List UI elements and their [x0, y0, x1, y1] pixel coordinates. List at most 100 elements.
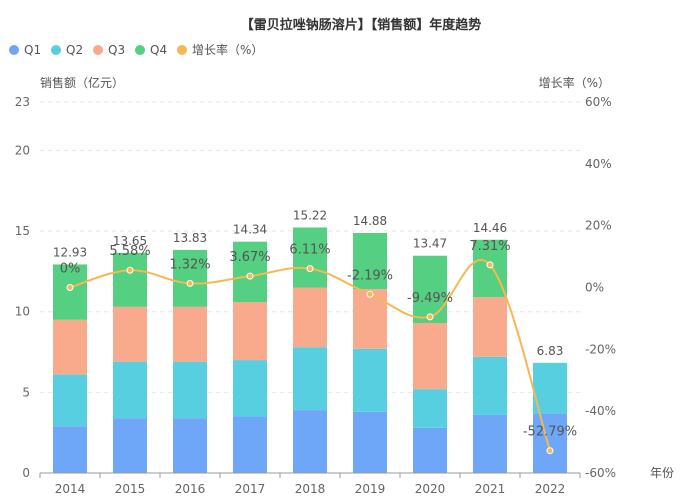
x-tick-label-2022: 2022: [535, 482, 566, 496]
x-tick-label-2015: 2015: [115, 482, 146, 496]
bar-q3-2021: [473, 297, 507, 357]
total-label-2017: 14.34: [233, 223, 267, 237]
bar-q1-2022: [533, 413, 567, 473]
growth-label-2017: 3.67%: [229, 250, 270, 265]
y2-tick-label-0: -60%: [585, 466, 616, 480]
bar-q4-2015: [113, 252, 147, 307]
legend-label-2: Q3: [108, 43, 125, 57]
growth-point-2021: [486, 261, 494, 269]
growth-label-2022: -52.79%: [523, 425, 577, 440]
total-label-2015: 13.65: [113, 234, 147, 248]
y-tick-label-4: 20: [15, 143, 30, 157]
bar-q2-2017: [233, 360, 267, 417]
bar-q2-2019: [353, 348, 387, 412]
legend-label-4: 增长率（%）: [192, 42, 263, 57]
bar-series: [53, 227, 567, 473]
x-tick-label-2016: 2016: [175, 482, 206, 496]
total-label-2020: 13.47: [413, 237, 447, 251]
y2-tick-label-3: 0%: [585, 281, 604, 295]
y2-tick-label-6: 60%: [585, 95, 612, 109]
bar-q3-2019: [353, 289, 387, 349]
x-axis: 2014 2015 2016 2017 2018 2019 2020 2021 2022: [39, 472, 581, 496]
bar-q1-2016: [173, 418, 207, 473]
x-tick-label-2019: 2019: [355, 482, 386, 496]
y-tick-label-5: 23: [15, 95, 30, 109]
growth-point-2017: [246, 272, 254, 280]
growth-point-2014: [66, 284, 74, 291]
growth-label-2015: 5.58%: [109, 244, 150, 259]
bar-total-labels: 12.93 13.65 13.83 14.34 15.22 14.88 13.47 14.46…: [53, 208, 564, 357]
x-axis-title: 年份: [650, 466, 674, 480]
y2-tick-label-2: -20%: [585, 342, 616, 356]
y2-tick-label-1: -40%: [585, 404, 616, 418]
bar-q3-2020: [413, 322, 447, 390]
total-label-2018: 15.22: [293, 208, 327, 222]
growth-point-2019: [366, 290, 374, 298]
y-tick-label-0: 0: [22, 466, 30, 480]
growth-point-2016: [186, 279, 194, 287]
growth-point-2018: [306, 265, 314, 273]
bar-q2-2022: [533, 362, 567, 414]
bar-q4-2019: [353, 232, 387, 290]
y-axis-ticks: 0 5 10 15 20 23: [15, 95, 30, 480]
bar-q1-2020: [413, 427, 447, 473]
y-tick-label-1: 5: [22, 385, 30, 399]
legend-marker-0: [9, 45, 19, 55]
legend-label-0: Q1: [24, 43, 41, 57]
x-tick-label-2017: 2017: [235, 482, 266, 496]
bar-q4-2018: [293, 227, 327, 288]
bar-q1-2014: [53, 426, 87, 473]
total-label-2016: 13.83: [173, 231, 207, 245]
total-label-2021: 14.46: [473, 221, 507, 235]
growth-point-2020: [426, 313, 434, 321]
x-tick-label-2018: 2018: [295, 482, 326, 496]
bar-q4-2020: [413, 255, 447, 323]
bar-q3-2016: [173, 306, 207, 362]
y-axis-title: 销售额（亿元）: [40, 75, 124, 90]
growth-point-2015: [126, 266, 134, 274]
bar-q1-2018: [293, 410, 327, 473]
total-label-2019: 14.88: [353, 214, 387, 228]
bar-q4-2014: [53, 264, 87, 320]
x-tick-label-2020: 2020: [415, 482, 446, 496]
y2-axis-title: 增长率（%）: [539, 75, 610, 90]
legend-label-3: Q4: [150, 43, 167, 57]
bar-q4-2016: [173, 249, 207, 307]
chart-title: 【雷贝拉唑钠肠溶片】【销售额】年度趋势: [241, 17, 482, 33]
growth-label-2021: 7.31%: [469, 239, 510, 254]
bar-q2-2015: [113, 361, 147, 419]
y-tick-label-2: 10: [15, 305, 30, 319]
bar-q2-2020: [413, 389, 447, 428]
y2-axis-ticks: -60% -40% -20% 0% 20% 40% 60%: [585, 95, 616, 480]
growth-label-2016: 1.32%: [169, 257, 210, 272]
y2-tick-label-5: 40%: [585, 157, 612, 171]
legend-marker-4: [177, 45, 187, 55]
total-label-2022: 6.83: [537, 344, 564, 358]
bar-q2-2014: [53, 374, 87, 427]
growth-label-2019: -2.19%: [347, 268, 393, 283]
bar-q2-2018: [293, 347, 327, 411]
bar-q2-2021: [473, 356, 507, 415]
growth-point-2022: [546, 447, 554, 455]
y2-tick-label-4: 20%: [585, 219, 612, 233]
y-tick-label-3: 15: [15, 224, 30, 238]
total-label-2014: 12.93: [53, 245, 87, 259]
legend: Q1 Q2 Q3 Q4 增长率（%）: [9, 42, 263, 57]
bar-q4-2017: [233, 241, 267, 303]
x-tick-label-2021: 2021: [475, 482, 506, 496]
growth-label-2018: 6.11%: [289, 243, 330, 258]
bar-q1-2015: [113, 418, 147, 473]
x-tick-label-2014: 2014: [55, 482, 86, 496]
bar-q3-2018: [293, 287, 327, 348]
legend-marker-2: [93, 45, 103, 55]
legend-marker-1: [51, 45, 61, 55]
legend-label-1: Q2: [66, 43, 83, 57]
bar-q2-2016: [173, 361, 207, 419]
bar-q1-2021: [473, 414, 507, 473]
bar-q3-2017: [233, 302, 267, 361]
growth-label-2020: -9.49%: [407, 291, 453, 306]
legend-marker-3: [135, 45, 145, 55]
growth-label-2014: 0%: [60, 262, 81, 277]
bar-q1-2017: [233, 416, 267, 473]
